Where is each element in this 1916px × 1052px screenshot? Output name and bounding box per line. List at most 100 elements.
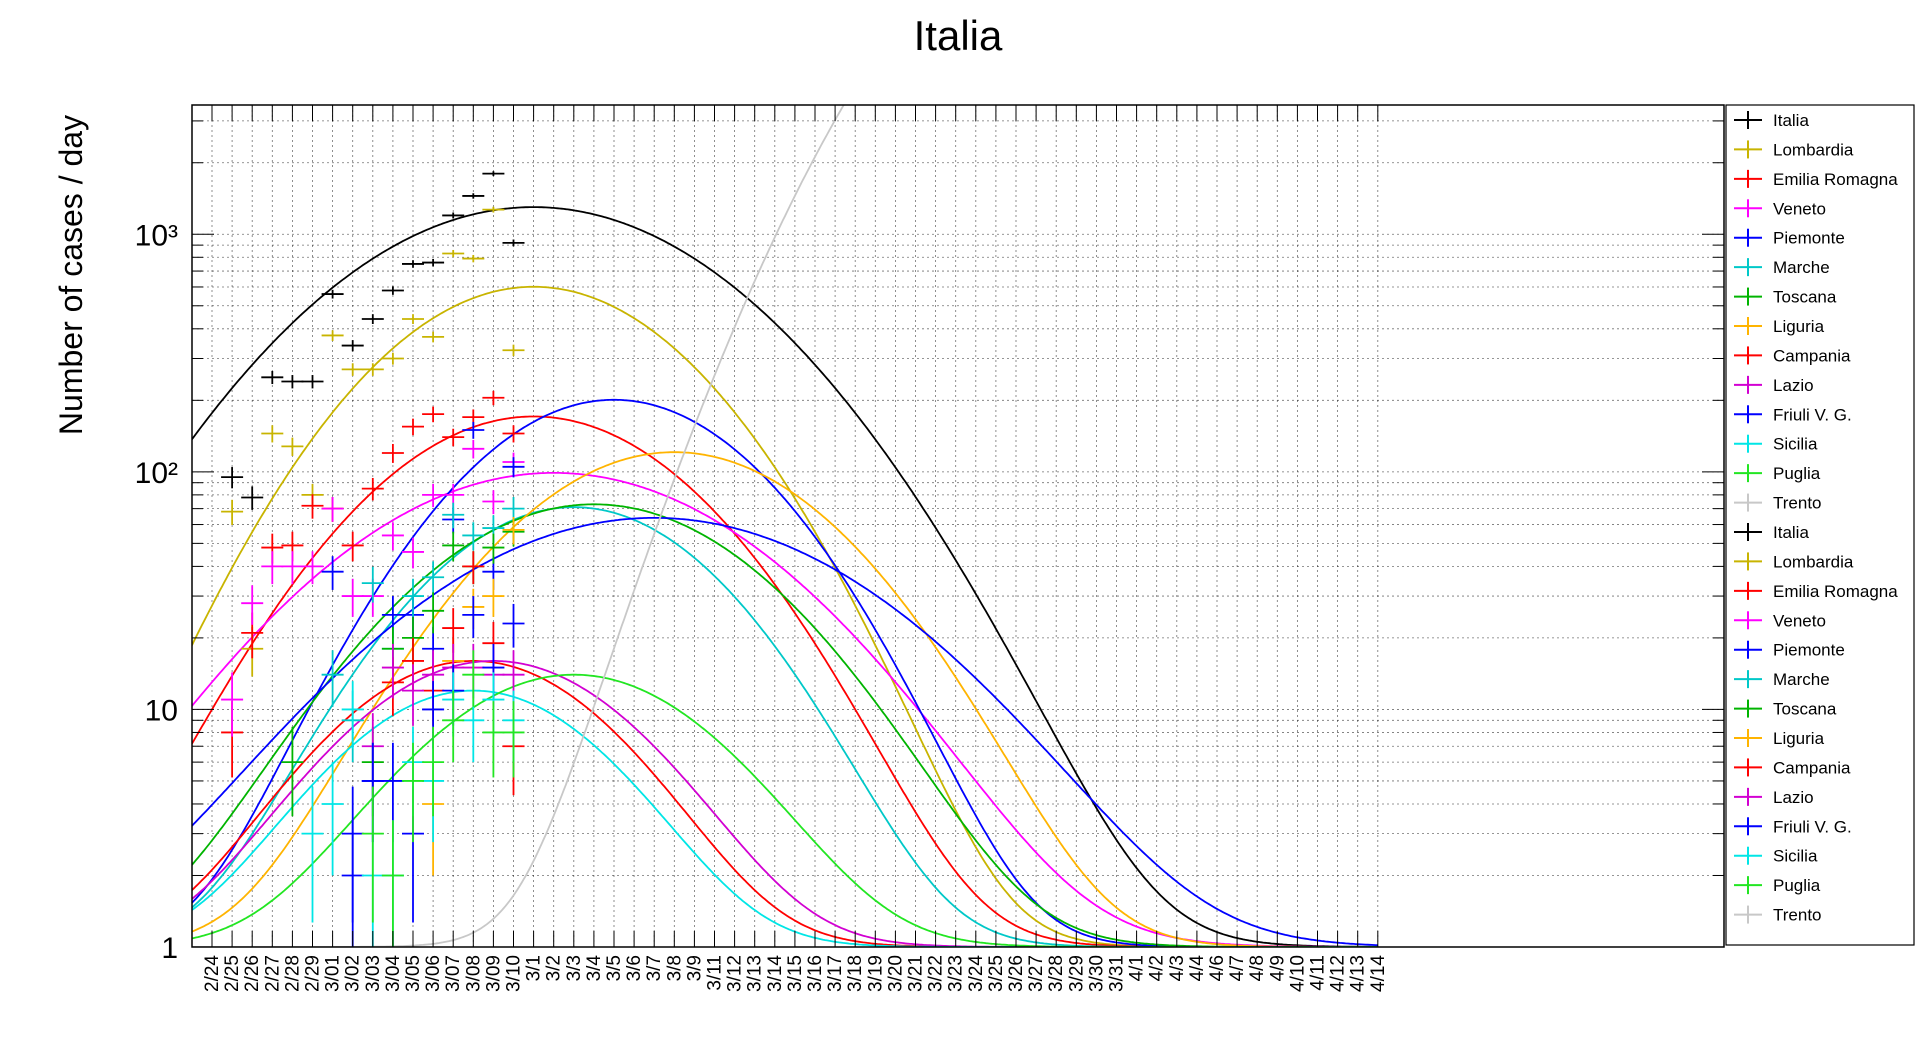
- x-tick-label: 3/3: [564, 955, 585, 981]
- y-axis-label: Number of cases / day: [53, 115, 89, 435]
- x-tick-label: 3/17: [825, 955, 846, 992]
- x-tick-label: 3/24: [966, 955, 987, 992]
- x-tick-label: 4/9: [1267, 955, 1288, 981]
- fit-curve-1: [192, 285, 1378, 947]
- x-tick-label: 4/7: [1227, 955, 1248, 981]
- x-tick-label: 3/06: [423, 955, 444, 992]
- legend-label: Italia: [1773, 523, 1809, 542]
- x-tick-label: 3/05: [403, 955, 424, 992]
- x-tick-label: 3/14: [765, 955, 786, 992]
- x-tick-label: 2/29: [303, 955, 324, 992]
- legend-label: Piemonte: [1773, 229, 1845, 248]
- x-tick-label: 3/29: [1066, 955, 1087, 992]
- legend-label: Trento: [1773, 494, 1822, 513]
- x-tick-label: 2/24: [202, 955, 223, 992]
- fit-curve-12: [192, 673, 1378, 947]
- x-tick-label: 3/22: [926, 955, 947, 992]
- y-tick-label: 10: [145, 694, 178, 727]
- y-tick-label: 10³: [135, 219, 178, 252]
- x-tick-label: 4/12: [1328, 955, 1349, 992]
- fit-curve-11: [192, 689, 1378, 947]
- legend-label: Toscana: [1773, 288, 1837, 307]
- x-tick-label: 4/4: [1187, 955, 1208, 982]
- x-tick-label: 3/27: [1026, 955, 1047, 992]
- fit-curve-9: [192, 660, 1378, 947]
- legend-label: Lazio: [1773, 376, 1814, 395]
- fit-curves: [192, 105, 1378, 947]
- x-tick-label: 3/04: [383, 955, 404, 992]
- x-tick-label: 3/09: [483, 955, 504, 992]
- legend-label: Campania: [1773, 758, 1851, 777]
- legend-label: Marche: [1773, 258, 1830, 277]
- fit-curve-0: [192, 206, 1378, 947]
- legend-label: Puglia: [1773, 464, 1821, 483]
- fit-curve-6: [192, 503, 1378, 947]
- legend-label: Veneto: [1773, 611, 1826, 630]
- fit-curve-5: [192, 506, 1378, 947]
- legend-label: Lazio: [1773, 788, 1814, 807]
- x-tick-label: 3/28: [1046, 955, 1067, 992]
- data-points: [221, 171, 525, 947]
- x-tick-label: 2/25: [222, 955, 243, 992]
- x-tick-label: 3/6: [624, 955, 645, 981]
- plot-frame: [191, 104, 1725, 948]
- x-tick-label: 3/2: [544, 955, 565, 981]
- x-tick-label: 3/1: [524, 955, 545, 981]
- x-tick-label: 2/26: [242, 955, 263, 992]
- x-tick-label: 3/10: [504, 955, 525, 992]
- legend-label: Lombardia: [1773, 140, 1854, 159]
- y-tick-label: 1: [161, 932, 178, 965]
- legend-label: Liguria: [1773, 317, 1825, 336]
- legend-label: Italia: [1773, 111, 1809, 130]
- x-tick-label: 2/28: [282, 955, 303, 992]
- legend-label: Campania: [1773, 346, 1851, 365]
- x-tick-label: 3/08: [463, 955, 484, 992]
- x-tick-label: 3/16: [805, 955, 826, 992]
- legend-label: Marche: [1773, 670, 1830, 689]
- x-tick-label: 3/11: [705, 955, 726, 991]
- y-tick-label: 10²: [135, 457, 178, 490]
- x-tick-label: 3/19: [865, 955, 886, 992]
- legend-label: Sicilia: [1773, 847, 1818, 866]
- legend-label: Emilia Romagna: [1773, 582, 1898, 601]
- x-tick-label: 4/3: [1167, 955, 1188, 981]
- x-tick-label: 3/15: [785, 955, 806, 992]
- fit-curve-13: [192, 105, 845, 947]
- x-tick-label: 3/01: [323, 955, 344, 992]
- legend-box: [1725, 104, 1915, 946]
- legend-label: Liguria: [1773, 729, 1825, 748]
- legend: Italia Lombardia Emilia Romagna Veneto Piemo…: [1725, 104, 1915, 946]
- x-tick-label: 3/5: [604, 955, 625, 981]
- legend-label: Lombardia: [1773, 552, 1854, 571]
- fit-curve-8: [192, 660, 1378, 947]
- x-tick-label: 3/9: [684, 955, 705, 981]
- x-tick-label: 4/13: [1348, 955, 1369, 992]
- x-tick-label: 3/25: [986, 955, 1007, 992]
- x-tick-label: 3/07: [443, 955, 464, 992]
- fit-curve-2: [192, 415, 1378, 947]
- x-tick-label: 3/4: [584, 955, 605, 982]
- x-tick-label: 4/6: [1207, 955, 1228, 981]
- x-tick-label: 3/7: [644, 955, 665, 981]
- chart-title: Italia: [914, 12, 1003, 59]
- legend-label: Veneto: [1773, 199, 1826, 218]
- x-tick-label: 3/18: [845, 955, 866, 992]
- legend-label: Toscana: [1773, 700, 1837, 719]
- x-tick-label: 3/21: [906, 955, 927, 992]
- legend-label: Sicilia: [1773, 435, 1818, 454]
- legend-label: Emilia Romagna: [1773, 170, 1898, 189]
- x-tick-label: 3/23: [946, 955, 967, 992]
- legend-label: Trento: [1773, 906, 1822, 925]
- x-tick-label: 3/26: [1006, 955, 1027, 992]
- x-tick-label: 4/2: [1147, 955, 1168, 981]
- x-tick-label: 3/12: [725, 955, 746, 992]
- legend-label: Friuli V. G.: [1773, 405, 1852, 424]
- legend-label: Puglia: [1773, 876, 1821, 895]
- x-tick-label: 2/27: [262, 955, 283, 992]
- x-tick-label: 4/8: [1247, 955, 1268, 981]
- x-tick-label: 3/02: [343, 955, 364, 992]
- fit-curve-10: [192, 517, 1378, 947]
- x-tick-label: 3/31: [1107, 955, 1128, 992]
- legend-label: Friuli V. G.: [1773, 817, 1852, 836]
